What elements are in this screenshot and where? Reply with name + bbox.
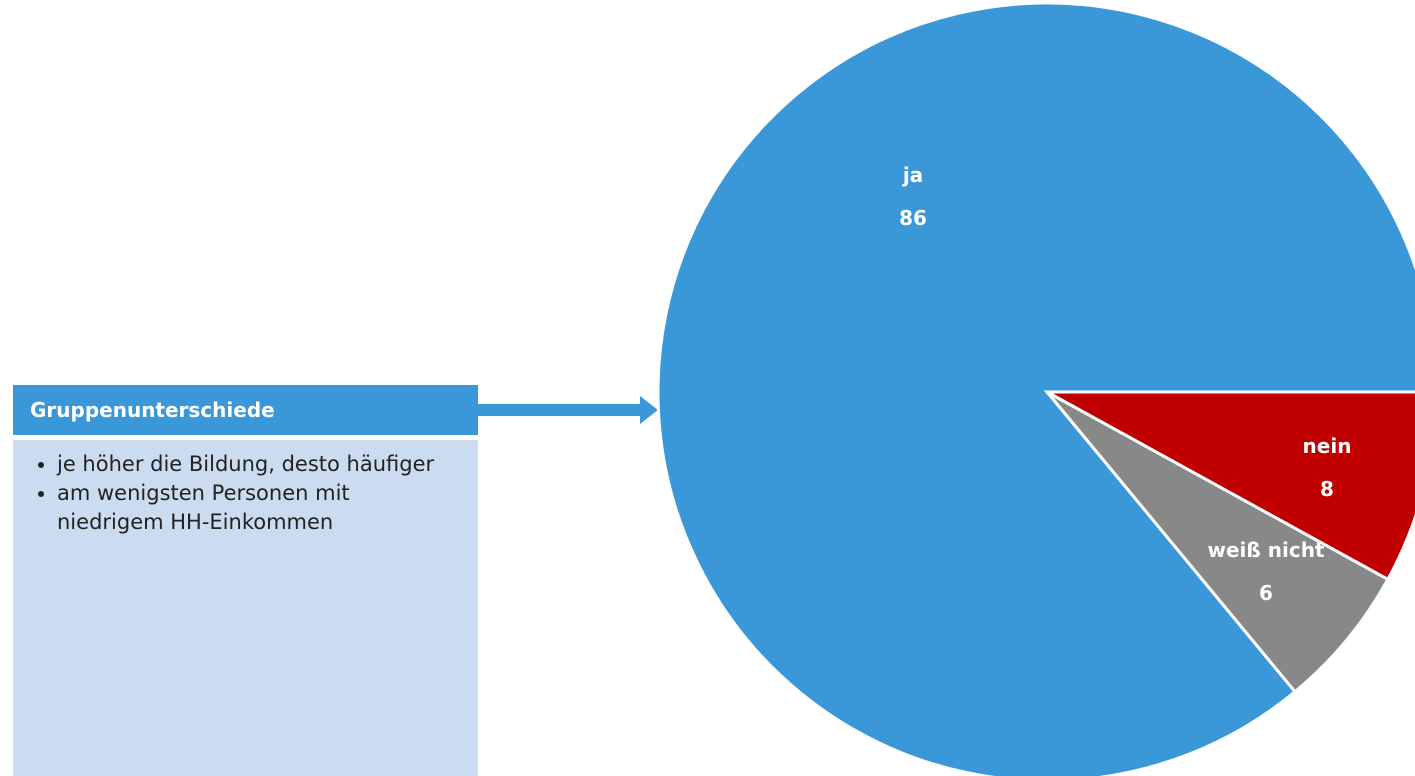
panel-body: je höher die Bildung, desto häufiger am … [13,440,478,776]
bullet-list: je höher die Bildung, desto häufiger am … [33,450,437,537]
slice-label: weiß nicht [1208,538,1325,562]
pie-slice [1046,390,1415,582]
slice-value: 86 [899,206,927,230]
bullet: je höher die Bildung, desto häufiger [57,450,437,479]
slice-label: nein [1303,434,1352,458]
arrow [478,396,658,424]
panel-title: Gruppenunterschiede [13,385,478,435]
slice-value: 6 [1259,581,1273,605]
slice-value: 8 [1320,477,1334,501]
slice-label: ja [902,163,923,187]
bullet: am wenigsten Personen mit niedrigem HH-E… [57,479,437,537]
pie-slice [1045,390,1390,694]
pie-slice [656,1,1415,776]
